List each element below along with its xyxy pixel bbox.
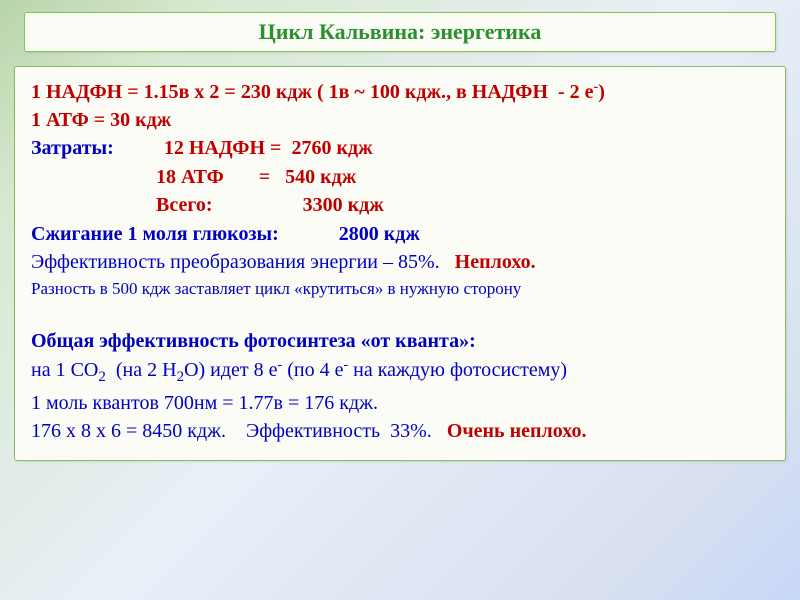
text-run: Всего: 3300 кдж: [31, 194, 384, 216]
text-run: 18 АТФ = 540 кдж: [31, 166, 356, 188]
text-run: [31, 305, 35, 324]
content-line: Разность в 500 кдж заставляет цикл «крут…: [31, 276, 769, 302]
text-run: 1 АТФ = 30 кдж: [31, 109, 171, 131]
content-line: 1 моль квантов 700нм = 1.77в = 176 кдж.: [31, 389, 769, 417]
text-run: Затраты:: [31, 137, 164, 159]
slide-title: Цикл Кальвина: энергетика: [259, 19, 542, 44]
text-run: на 1 СО2 (на 2 Н2О) идет 8 е- (по 4 е- н…: [31, 359, 567, 381]
content-line: 1 НАДФН = 1.15в х 2 = 230 кдж ( 1в ~ 100…: [31, 77, 769, 106]
content-line: Сжигание 1 моля глюкозы: 2800 кдж: [31, 220, 769, 248]
text-run: Сжигание 1 моля глюкозы: 2800 кдж: [31, 223, 420, 245]
content-line: 176 х 8 х 6 = 8450 кдж. Эффективность 33…: [31, 417, 769, 445]
content-line: на 1 СО2 (на 2 Н2О) идет 8 е- (по 4 е- н…: [31, 356, 769, 389]
content-line: [31, 302, 769, 328]
text-run: 1 моль квантов 700нм = 1.77в = 176 кдж.: [31, 392, 378, 414]
text-run: Эффективность преобразования энергии – 8…: [31, 251, 455, 273]
content-line: 1 АТФ = 30 кдж: [31, 106, 769, 134]
text-run: 12 НАДФН = 2760 кдж: [164, 137, 373, 159]
text-run: 176 х 8 х 6 = 8450 кдж. Эффективность 33…: [31, 420, 447, 442]
text-run: Разность в 500 кдж заставляет цикл «крут…: [31, 279, 521, 298]
content-line: Эффективность преобразования энергии – 8…: [31, 248, 769, 276]
text-run: Общая эффективность фотосинтеза «от кван…: [31, 330, 476, 352]
title-box: Цикл Кальвина: энергетика: [24, 12, 776, 52]
content-box: 1 НАДФН = 1.15в х 2 = 230 кдж ( 1в ~ 100…: [14, 66, 786, 461]
content-line: Затраты: 12 НАДФН = 2760 кдж: [31, 134, 769, 162]
content-line: 18 АТФ = 540 кдж: [31, 163, 769, 191]
content-line: Общая эффективность фотосинтеза «от кван…: [31, 327, 769, 355]
text-run: 1 НАДФН = 1.15в х 2 = 230 кдж ( 1в ~ 100…: [31, 81, 605, 103]
text-run: Неплохо.: [455, 251, 536, 273]
content-line: Всего: 3300 кдж: [31, 191, 769, 219]
text-run: Очень неплохо.: [447, 420, 587, 442]
